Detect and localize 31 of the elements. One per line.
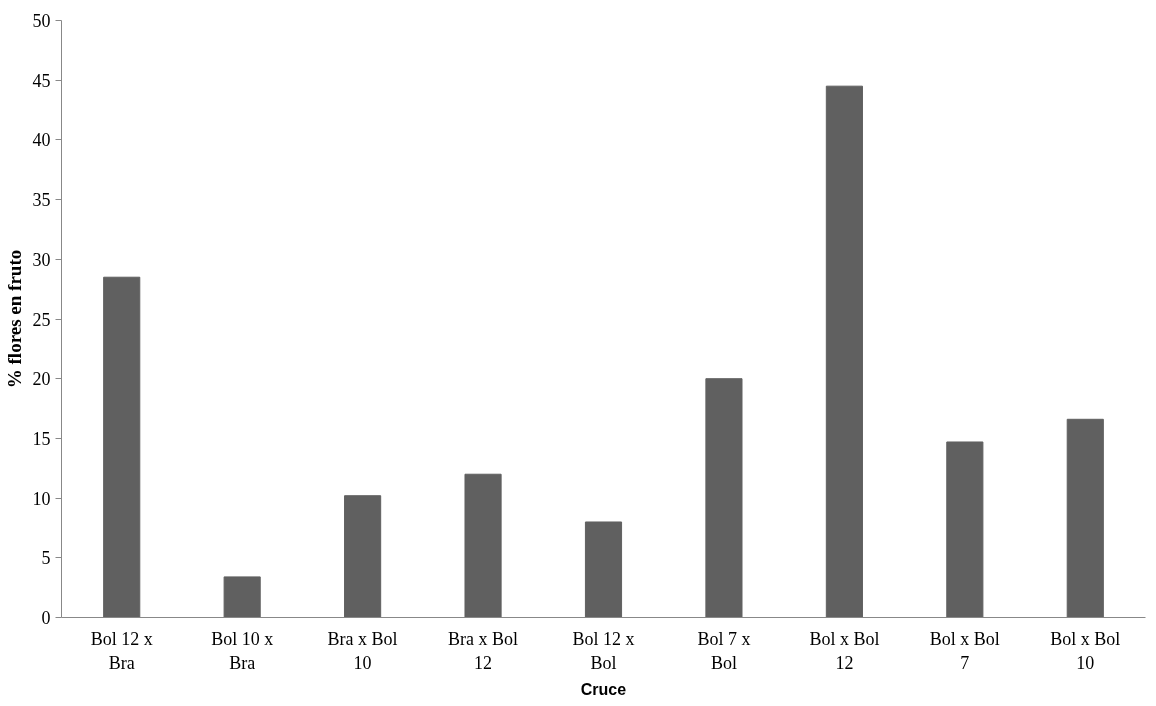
y-tick-label: 30 xyxy=(32,249,51,270)
x-axis-title: Cruce xyxy=(580,680,627,698)
x-tick-label: Bol 12 x Bol xyxy=(572,628,635,673)
bar xyxy=(103,276,141,618)
y-tick-label: 5 xyxy=(41,548,51,569)
bar xyxy=(464,473,502,618)
y-tick-label: 10 xyxy=(32,488,51,509)
x-tick-label: Bol 12 x Bra xyxy=(90,628,153,673)
y-tick-label: 50 xyxy=(32,11,51,31)
bar xyxy=(344,495,382,618)
x-tick-label: Bol x Bol 12 xyxy=(809,628,880,673)
bar xyxy=(1066,418,1104,618)
bar xyxy=(223,576,261,618)
y-axis-title: % flores en fruto xyxy=(3,249,25,389)
bar xyxy=(584,521,623,618)
y-tick-label: 15 xyxy=(32,428,51,449)
x-tick-label: Bol 7 x Bol xyxy=(697,628,751,673)
x-tick-label: Bra x Bol 12 xyxy=(448,628,519,673)
y-tick-label: 45 xyxy=(32,70,51,91)
x-tick-label: Bol 10 x Bra xyxy=(211,628,274,673)
y-tick-label: 0 xyxy=(41,608,51,628)
bar xyxy=(705,378,743,618)
x-tick-label: Bol x Bol 10 xyxy=(1050,628,1121,673)
y-tick-label: 20 xyxy=(32,369,51,390)
bar xyxy=(946,441,984,618)
y-tick-label: 25 xyxy=(32,309,51,330)
x-tick-label: Bol x Bol 7 xyxy=(929,628,1000,673)
y-tick-label: 40 xyxy=(32,130,51,151)
y-tick-label: 35 xyxy=(32,190,51,211)
x-tick-label: Bra x Bol 10 xyxy=(327,628,398,673)
bar xyxy=(825,85,863,618)
